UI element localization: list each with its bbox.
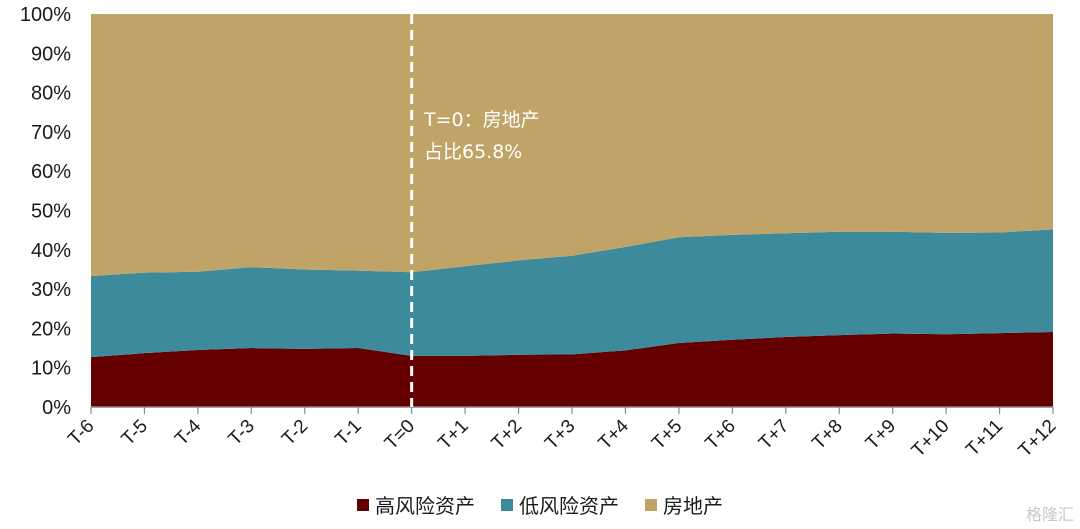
y-tick-label: 90% <box>31 43 71 65</box>
axes <box>90 406 1054 414</box>
x-tick-label: T+5 <box>648 416 686 454</box>
legend-swatch-high-risk <box>357 498 369 511</box>
x-tick-label: T-1 <box>331 416 365 450</box>
legend-swatch-real-estate <box>645 498 657 511</box>
x-tick-label: T+7 <box>755 416 793 454</box>
x-tick-label: T=0 <box>381 416 419 454</box>
y-tick-label: 30% <box>31 279 71 301</box>
x-tick-label: T-3 <box>225 416 259 450</box>
annotation-group: T=0：房地产 占比65.8% <box>410 14 540 407</box>
legend-label-low-risk: 低风险资产 <box>519 494 619 518</box>
x-tick-label: T+10 <box>908 416 954 462</box>
series-area-0 <box>91 331 1053 407</box>
y-tick-label: 40% <box>31 240 71 262</box>
x-tick-label: T+8 <box>808 416 846 454</box>
legend-label-high-risk: 高风险资产 <box>375 494 475 518</box>
x-tick-label: T+2 <box>488 416 526 454</box>
y-tick-labels: 0% 10% 20% 30% 40% 50% 60% 70% 80% 90% 100% <box>20 4 71 419</box>
legend-swatch-low-risk <box>501 498 513 511</box>
y-tick-label: 10% <box>31 358 71 380</box>
x-tick-label: T+3 <box>541 416 579 454</box>
y-tick-label: 60% <box>31 161 71 183</box>
y-tick-label: 80% <box>31 83 71 105</box>
series-areas <box>91 14 1053 407</box>
y-tick-label: 50% <box>31 201 71 223</box>
legend: 高风险资产 低风险资产 房地产 <box>0 490 1080 519</box>
x-tick-label: T+9 <box>862 416 900 454</box>
x-tick-label: T+11 <box>962 416 1007 461</box>
x-tick-label: T-6 <box>64 416 98 450</box>
y-tick-label: 20% <box>31 318 71 340</box>
annotation-line-1: T=0：房地产 <box>423 109 540 131</box>
x-tick-label: T+6 <box>701 416 739 454</box>
legend-item-real-estate: 房地产 <box>645 490 723 519</box>
legend-item-low-risk: 低风险资产 <box>501 490 619 519</box>
x-tick-label: T-4 <box>171 415 206 450</box>
series-area-1 <box>91 229 1053 358</box>
watermark-logo: 格隆汇 <box>1025 505 1074 524</box>
x-tick-label: T+1 <box>434 416 472 454</box>
x-tick-label: T-2 <box>278 416 312 450</box>
legend-item-high-risk: 高风险资产 <box>357 490 475 519</box>
legend-label-real-estate: 房地产 <box>663 494 723 518</box>
x-tick-label: T+4 <box>595 415 634 454</box>
series-area-2 <box>91 14 1053 277</box>
y-tick-label: 0% <box>42 397 71 419</box>
annotation-line-2: 占比65.8% <box>424 141 522 163</box>
y-tick-label: 100% <box>20 4 71 26</box>
x-tick-label: T-5 <box>118 416 152 450</box>
y-tick-label: 70% <box>31 122 71 144</box>
x-tick-labels: T-6 T-5 T-4 T-3 T-2 T-1 T=0 T+1 T+2 T+3 T+4 T+5 T+6 T… <box>64 415 1060 461</box>
x-tick-label: T+12 <box>1015 416 1061 462</box>
stacked-area-chart: 0% 10% 20% 30% 40% 50% 60% 70% 80% 90% 100% T-6 T-5… <box>20 4 1061 462</box>
